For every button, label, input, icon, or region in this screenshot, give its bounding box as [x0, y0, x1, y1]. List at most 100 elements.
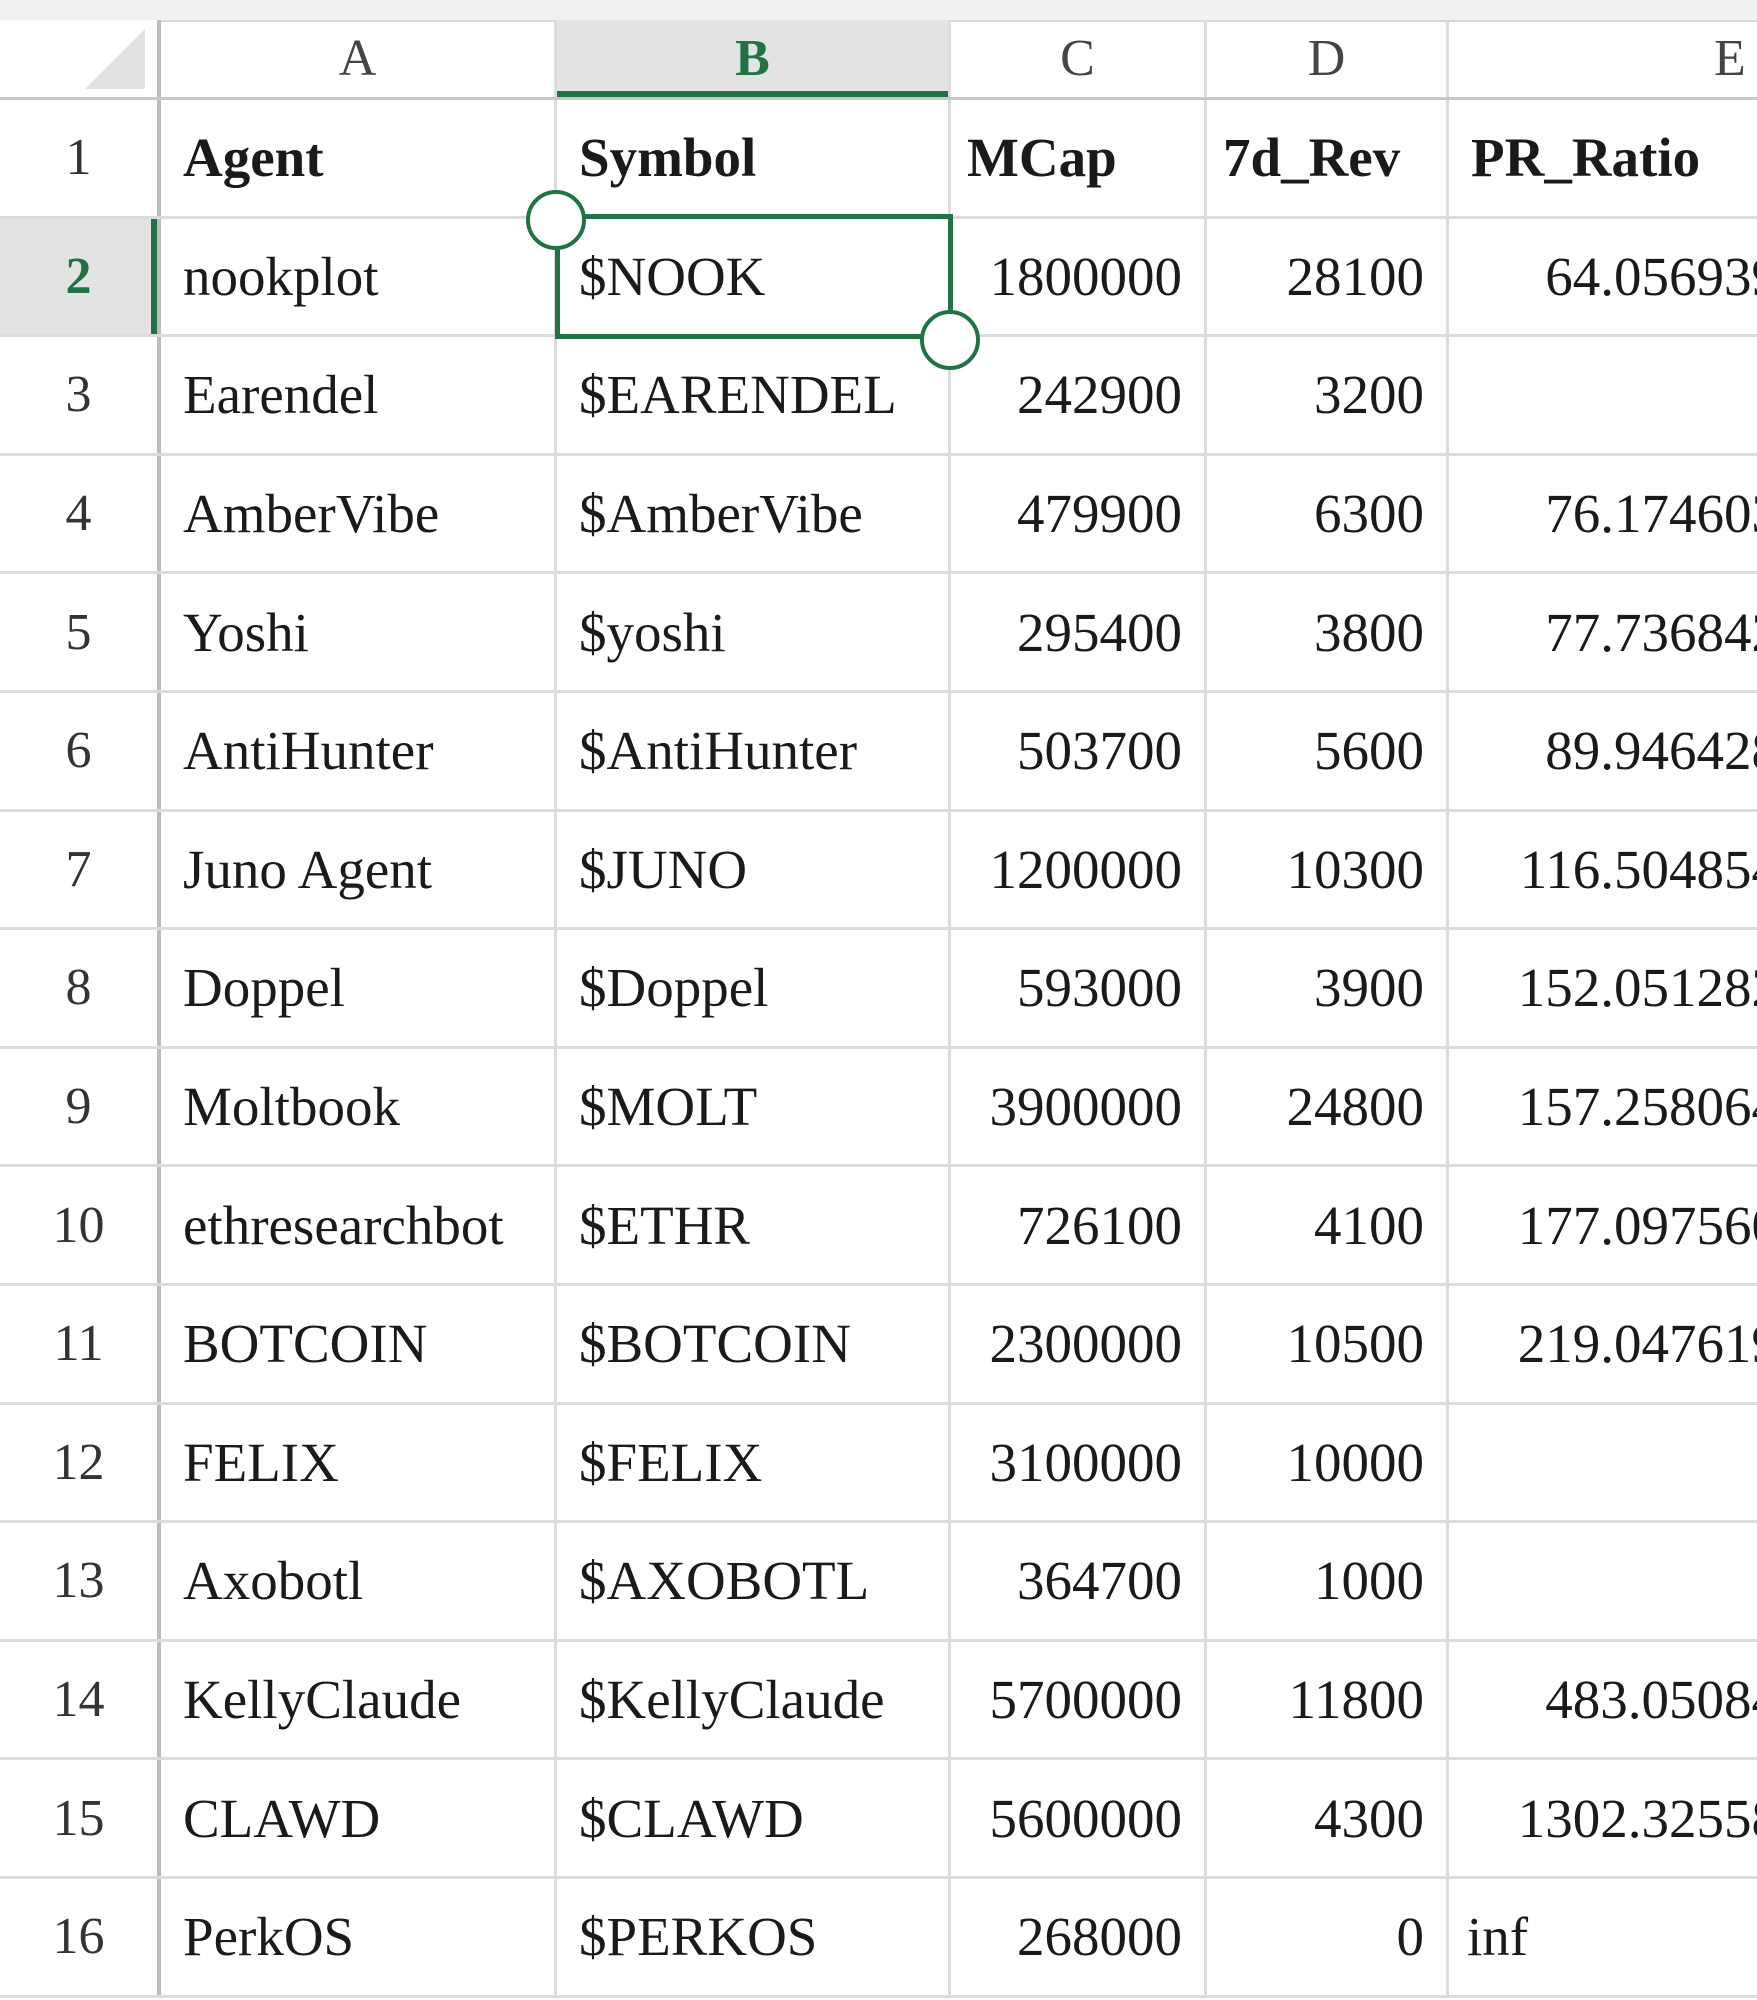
row-header[interactable]: 12: [0, 1404, 161, 1521]
cell-symbol[interactable]: $AXOBOTL: [557, 1523, 951, 1639]
cell-b1[interactable]: Symbol: [557, 100, 951, 216]
cell-symbol[interactable]: $BOTCOIN: [557, 1285, 951, 1402]
cell-agent[interactable]: AntiHunter: [161, 692, 557, 809]
cell-symbol[interactable]: $MOLT: [557, 1048, 951, 1165]
cell-7d-rev[interactable]: 4100: [1207, 1167, 1449, 1283]
cell-mcap[interactable]: 1800000: [951, 218, 1207, 335]
cell-symbol[interactable]: $ETHR: [557, 1167, 951, 1283]
cell-a1[interactable]: Agent: [161, 100, 557, 216]
cell-pr-ratio[interactable]: 177.097560: [1517, 1194, 1757, 1256]
cell-symbol[interactable]: $CLAWD: [557, 1760, 951, 1876]
cell-agent[interactable]: CLAWD: [161, 1760, 557, 1876]
cell-mcap[interactable]: 479900: [951, 455, 1207, 572]
row-header-1[interactable]: 1: [0, 100, 161, 216]
column-header-a[interactable]: A: [161, 20, 557, 97]
cell-7d-rev[interactable]: 10300: [1207, 811, 1449, 928]
cell-7d-rev[interactable]: 1000: [1207, 1523, 1449, 1639]
cell-7d-rev[interactable]: 28100: [1207, 218, 1449, 335]
column-header-b[interactable]: B: [557, 20, 951, 97]
row-header[interactable]: 14: [0, 1641, 161, 1758]
cell-mcap[interactable]: 364700: [951, 1523, 1207, 1639]
cell-7d-rev[interactable]: 3900: [1207, 930, 1449, 1046]
cell-7d-rev[interactable]: 4300: [1207, 1760, 1449, 1876]
cell-agent[interactable]: BOTCOIN: [161, 1285, 557, 1402]
cell-7d-rev[interactable]: 3200: [1207, 337, 1449, 453]
cell-agent[interactable]: ethresearchbot: [161, 1167, 557, 1283]
cell-c1[interactable]: MCap: [951, 100, 1207, 216]
cell-pr-ratio[interactable]: 157.258064: [1517, 1076, 1757, 1138]
row-header[interactable]: 9: [0, 1048, 161, 1165]
column-header-c[interactable]: C: [951, 20, 1207, 97]
cell-7d-rev[interactable]: 10500: [1207, 1285, 1449, 1402]
cell-symbol[interactable]: $FELIX: [557, 1404, 951, 1521]
cell-agent[interactable]: Earendel: [161, 337, 557, 453]
cell-mcap[interactable]: 1200000: [951, 811, 1207, 928]
cell-mcap[interactable]: 5600000: [951, 1760, 1207, 1876]
row-header[interactable]: 10: [0, 1167, 161, 1283]
cell-agent[interactable]: Moltbook: [161, 1048, 557, 1165]
cell-pr-ratio[interactable]: 76.174603: [1545, 483, 1757, 545]
row-header[interactable]: 13: [0, 1523, 161, 1639]
selection-handle-bottom-right[interactable]: [920, 310, 980, 370]
row-header[interactable]: 16: [0, 1878, 161, 1995]
row-header[interactable]: 5: [0, 574, 161, 690]
cell-pr-ratio[interactable]: [1449, 1523, 1757, 1639]
cell-d1[interactable]: 7d_Rev: [1207, 100, 1449, 216]
column-header-d[interactable]: D: [1207, 20, 1449, 97]
cell-7d-rev[interactable]: 0: [1207, 1878, 1449, 1995]
cell-mcap[interactable]: 268000: [951, 1878, 1207, 1995]
cell-mcap[interactable]: 503700: [951, 692, 1207, 809]
cell-symbol[interactable]: $yoshi: [557, 574, 951, 690]
cell-e1[interactable]: PR_Ratio: [1471, 127, 1701, 189]
cell-pr-ratio[interactable]: [1449, 337, 1757, 453]
cell-mcap[interactable]: 295400: [951, 574, 1207, 690]
cell-mcap[interactable]: 2300000: [951, 1285, 1207, 1402]
row-header[interactable]: 8: [0, 930, 161, 1046]
cell-agent[interactable]: FELIX: [161, 1404, 557, 1521]
cell-agent[interactable]: Juno Agent: [161, 811, 557, 928]
cell-agent[interactable]: PerkOS: [161, 1878, 557, 1995]
cell-agent[interactable]: Doppel: [161, 930, 557, 1046]
cell-pr-ratio[interactable]: 219.047619: [1517, 1313, 1757, 1375]
selection-handle-top-left[interactable]: [526, 190, 586, 250]
cell-agent[interactable]: nookplot: [161, 218, 557, 335]
row-header[interactable]: 11: [0, 1285, 161, 1402]
cell-pr-ratio[interactable]: 89.946428: [1545, 720, 1757, 782]
cell-symbol[interactable]: $Doppel: [557, 930, 951, 1046]
cell-symbol[interactable]: $KellyClaude: [557, 1641, 951, 1758]
cell-mcap[interactable]: 5700000: [951, 1641, 1207, 1758]
cell-mcap[interactable]: 726100: [951, 1167, 1207, 1283]
cell-7d-rev[interactable]: 24800: [1207, 1048, 1449, 1165]
cell-7d-rev[interactable]: 10000: [1207, 1404, 1449, 1521]
cell-pr-ratio[interactable]: 116.504854: [1519, 838, 1757, 900]
column-header-e[interactable]: E: [1714, 30, 1746, 87]
cell-agent[interactable]: AmberVibe: [161, 455, 557, 572]
cell-pr-ratio[interactable]: [1449, 1405, 1757, 1521]
row-header[interactable]: 15: [0, 1760, 161, 1876]
cell-symbol[interactable]: $AntiHunter: [557, 692, 951, 809]
cell-agent[interactable]: Axobotl: [161, 1523, 557, 1639]
row-header[interactable]: 7: [0, 811, 161, 928]
cell-pr-ratio[interactable]: 1302.32558: [1517, 1787, 1757, 1849]
cell-mcap[interactable]: 242900: [951, 337, 1207, 453]
row-header[interactable]: 3: [0, 337, 161, 453]
cell-symbol[interactable]: $PERKOS: [557, 1878, 951, 1995]
row-header[interactable]: 4: [0, 455, 161, 572]
row-header[interactable]: 2: [0, 218, 161, 335]
cell-pr-ratio[interactable]: 152.051282: [1517, 957, 1757, 1019]
cell-pr-ratio[interactable]: 483.05084: [1545, 1669, 1757, 1731]
cell-7d-rev[interactable]: 6300: [1207, 455, 1449, 572]
cell-pr-ratio[interactable]: 77.736842: [1545, 601, 1757, 663]
cell-agent[interactable]: Yoshi: [161, 574, 557, 690]
cell-symbol[interactable]: $JUNO: [557, 811, 951, 928]
row-header[interactable]: 6: [0, 692, 161, 809]
select-all-corner[interactable]: [0, 20, 161, 97]
cell-7d-rev[interactable]: 3800: [1207, 574, 1449, 690]
cell-7d-rev[interactable]: 11800: [1207, 1641, 1449, 1758]
cell-pr-ratio[interactable]: 64.056939: [1545, 245, 1757, 307]
cell-mcap[interactable]: 3100000: [951, 1404, 1207, 1521]
cell-mcap[interactable]: 593000: [951, 930, 1207, 1046]
cell-mcap[interactable]: 3900000: [951, 1048, 1207, 1165]
cell-symbol[interactable]: $EARENDEL: [557, 337, 951, 453]
cell-7d-rev[interactable]: 5600: [1207, 692, 1449, 809]
